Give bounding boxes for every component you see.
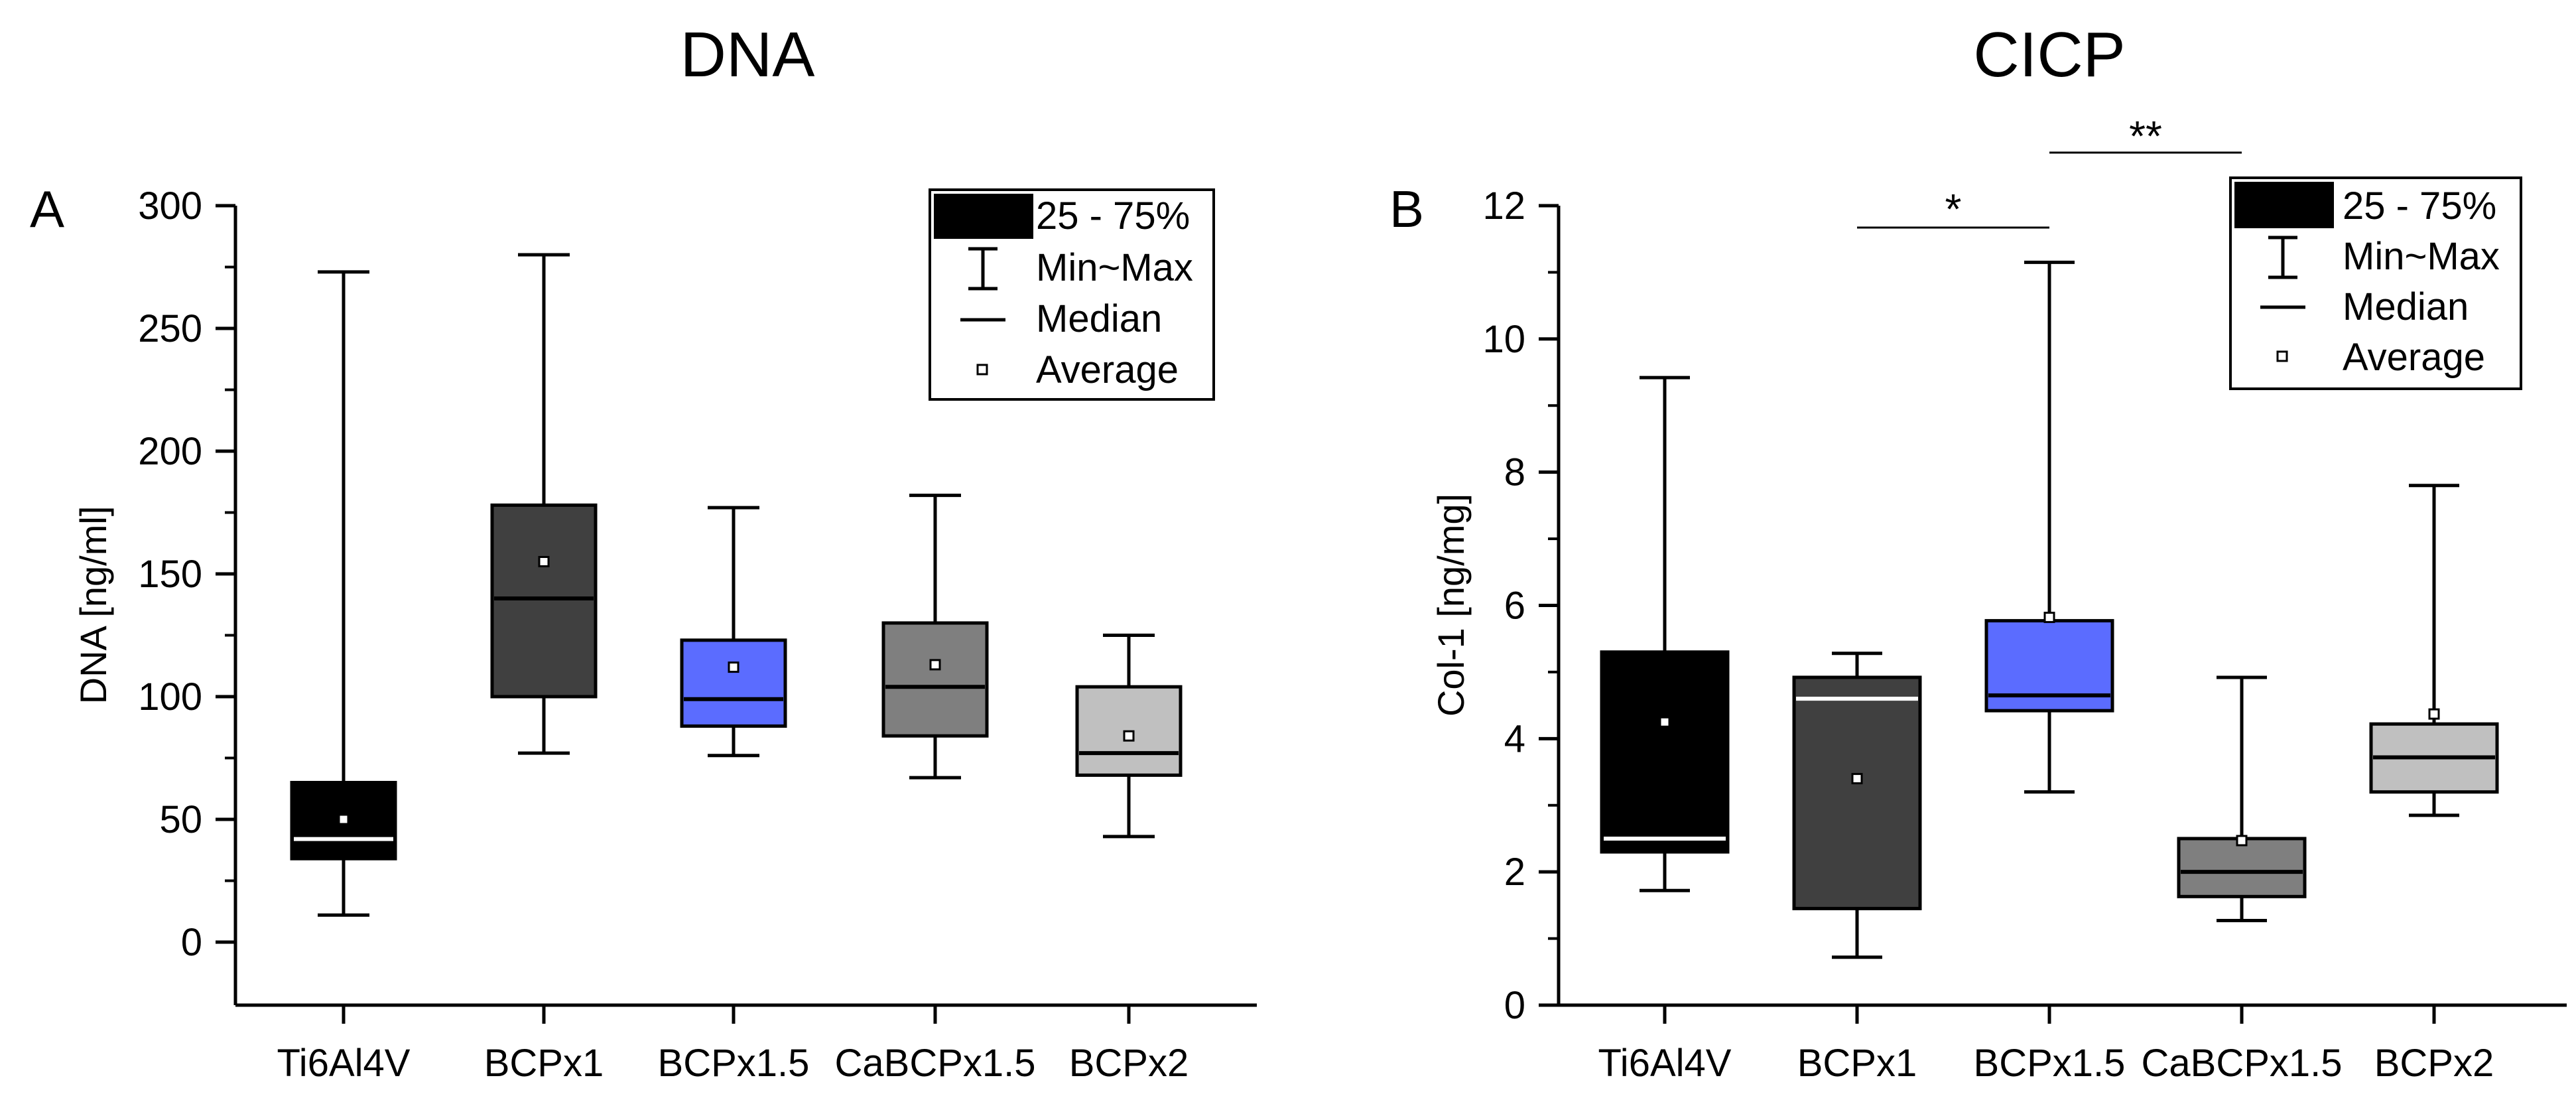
x-tick-label: BCPx1	[1797, 1042, 1917, 1085]
x-tick-label: BCPx1	[484, 1042, 604, 1085]
box-ti6al4v	[1600, 376, 1730, 892]
legend-swatch-minmax	[968, 247, 998, 291]
iqr-box	[881, 621, 989, 738]
mean-marker	[338, 813, 350, 825]
iqr-box	[1792, 675, 1922, 910]
mean-marker	[2236, 835, 2248, 847]
box-bcpx1-5	[680, 506, 787, 758]
box-cabcpx1-5	[881, 494, 989, 780]
panel-b-cicp: B CICP Col-1 [ng/mg] 0 2 4 6 8 10 12 Ti6Al4V BC…	[1389, 19, 2567, 1085]
y-tick-label: 4	[1504, 717, 1525, 760]
significance-label: **	[2129, 112, 2162, 160]
chart-title: DNA	[680, 19, 815, 90]
mean-marker	[1851, 773, 1863, 785]
mean-marker	[2043, 612, 2055, 624]
y-tick-label: 8	[1504, 451, 1525, 494]
x-tick-label: Ti6Al4V	[1598, 1042, 1732, 1085]
legend-entry-minmax: Min~Max	[2343, 235, 2500, 278]
legend-entry-iqr: 25 - 75%	[2343, 184, 2496, 228]
panel-a-dna: A DNA DNA [ng/ml] 0 50 100 150 200 250 300 Ti6…	[30, 19, 1257, 1085]
legend-swatch-iqr	[2234, 182, 2334, 228]
x-tick-label: CaBCPx1.5	[834, 1042, 1035, 1085]
y-tick-label: 2	[1504, 851, 1525, 894]
x-tick-label: BCPx2	[2374, 1042, 2494, 1085]
y-tick-label: 150	[138, 553, 202, 596]
x-tick-label: Ti6Al4V	[277, 1042, 411, 1085]
y-tick-label: 10	[1482, 318, 1525, 361]
mean-marker	[2428, 708, 2440, 720]
iqr-box	[680, 638, 787, 728]
legend-entry-median: Median	[2343, 285, 2469, 328]
x-tick-label: BCPx1.5	[1974, 1042, 2126, 1085]
x-tick-label: BCPx2	[1069, 1042, 1189, 1085]
x-tick-label: CaBCPx1.5	[2141, 1042, 2342, 1085]
legend-swatch-average	[976, 364, 988, 376]
y-tick-label: 6	[1504, 585, 1525, 628]
iqr-box	[2177, 837, 2307, 898]
y-tick-label: 12	[1482, 184, 1525, 228]
significance-annotations: ***	[1857, 112, 2242, 233]
iqr-box	[490, 503, 598, 699]
y-axis-label: DNA [ng/ml]	[72, 506, 114, 705]
mean-marker	[1123, 730, 1135, 742]
x-category-labels: Ti6Al4V BCPx1 BCPx1.5 CaBCPx1.5 BCPx2	[277, 1005, 1189, 1085]
y-tick-label: 300	[138, 184, 202, 228]
legend-entry-minmax: Min~Max	[1036, 246, 1193, 289]
y-tick-label: 50	[159, 798, 202, 841]
box-series	[1600, 260, 2499, 959]
box-bcpx1	[1792, 652, 1922, 959]
panel-label: A	[30, 180, 64, 238]
mean-marker	[728, 661, 740, 673]
legend-entry-average: Average	[1036, 348, 1179, 391]
mean-marker	[1659, 716, 1671, 728]
legend-entry-iqr: 25 - 75%	[1036, 194, 1190, 238]
y-tick-label: 250	[138, 307, 202, 350]
box-bcpx1	[490, 253, 598, 755]
x-category-labels: Ti6Al4V BCPx1 BCPx1.5 CaBCPx1.5 BCPx2	[1598, 1005, 2494, 1085]
significance-label: *	[1945, 185, 1962, 233]
legend: 25 - 75% Min~Max Median Average	[2229, 176, 2522, 390]
mean-marker	[929, 659, 941, 671]
y-tick-label: 0	[181, 921, 202, 964]
box-bcpx1-5	[1984, 260, 2114, 794]
legend-swatch-iqr	[934, 194, 1033, 239]
legend-entry-median: Median	[1036, 297, 1162, 340]
y-ticks: 0 50 100 150 200 250 300	[138, 184, 235, 964]
iqr-box	[1600, 650, 1730, 854]
legend-swatch-minmax	[2268, 236, 2297, 279]
y-ticks: 0 2 4 6 8 10 12	[1482, 184, 1559, 1027]
legend: 25 - 75% Min~Max Median Average	[929, 188, 1215, 401]
panel-label: B	[1389, 180, 1424, 238]
y-axis-label: Col-1 [ng/mg]	[1430, 494, 1472, 717]
legend-entry-average: Average	[2343, 336, 2485, 379]
y-tick-label: 0	[1504, 984, 1525, 1027]
y-tick-label: 100	[138, 675, 202, 719]
y-tick-label: 200	[138, 430, 202, 473]
box-cabcpx1-5	[2177, 675, 2307, 922]
mean-marker	[538, 556, 550, 567]
box-ti6al4v	[290, 270, 397, 917]
legend-swatch-average	[2276, 350, 2288, 362]
x-tick-label: BCPx1.5	[658, 1042, 810, 1085]
box-bcpx2	[2369, 484, 2499, 817]
box-bcpx2	[1075, 634, 1183, 839]
chart-title: CICP	[1973, 19, 2125, 90]
box-series	[290, 253, 1183, 917]
